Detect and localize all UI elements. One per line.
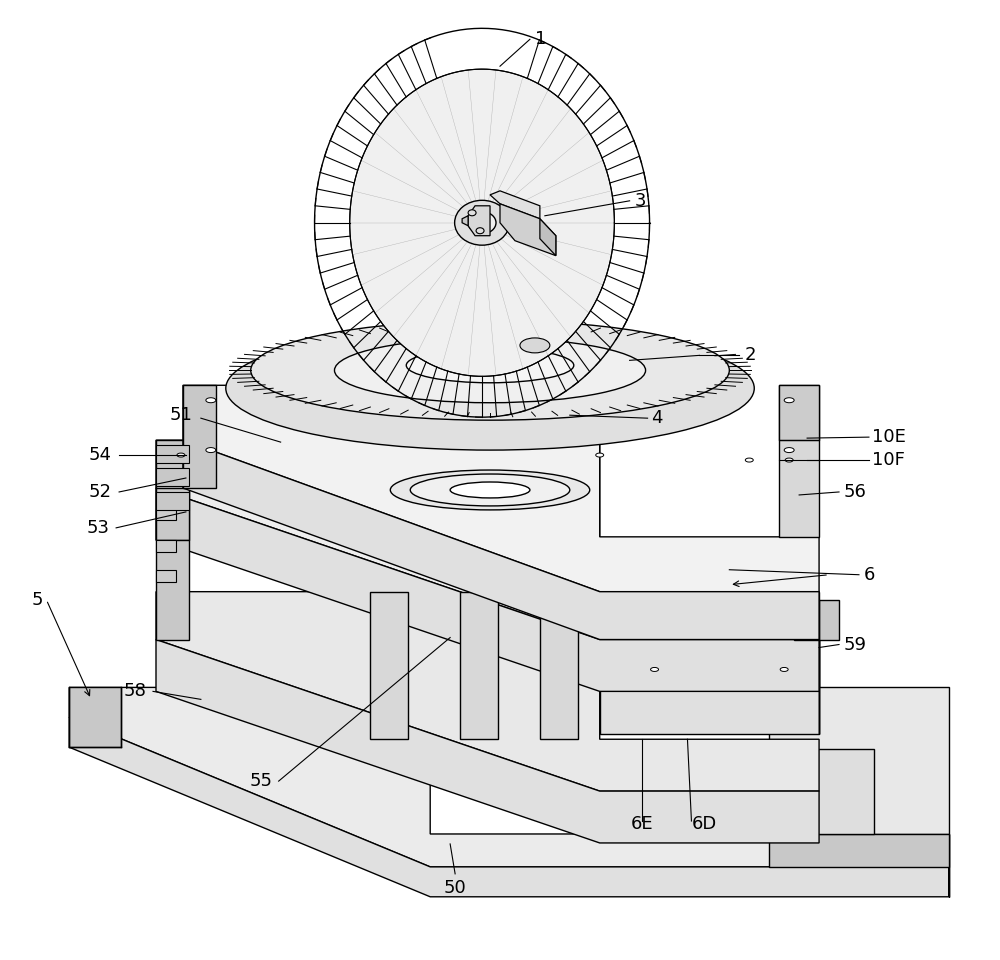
Polygon shape (600, 639, 819, 687)
Polygon shape (460, 591, 498, 739)
Polygon shape (769, 687, 949, 834)
Polygon shape (660, 560, 759, 600)
Polygon shape (156, 540, 189, 639)
Text: 55: 55 (250, 772, 273, 790)
Text: 54: 54 (88, 446, 111, 464)
Text: 59: 59 (844, 636, 867, 654)
Polygon shape (640, 639, 819, 687)
Polygon shape (540, 219, 556, 255)
Ellipse shape (475, 368, 505, 373)
Polygon shape (819, 600, 839, 639)
Ellipse shape (455, 201, 509, 245)
Ellipse shape (450, 482, 530, 498)
Text: 2: 2 (744, 347, 756, 365)
Polygon shape (156, 492, 189, 510)
Ellipse shape (476, 228, 484, 233)
Text: 51: 51 (170, 406, 193, 424)
Ellipse shape (410, 474, 570, 506)
Text: 1: 1 (535, 31, 546, 48)
Polygon shape (468, 205, 490, 236)
Text: 3: 3 (635, 192, 646, 210)
Text: 4: 4 (652, 409, 663, 427)
Ellipse shape (390, 470, 590, 510)
Polygon shape (540, 591, 578, 739)
Polygon shape (156, 540, 176, 552)
Text: 52: 52 (88, 483, 111, 501)
Polygon shape (640, 600, 819, 639)
Ellipse shape (596, 453, 604, 457)
Ellipse shape (784, 397, 794, 403)
Text: 6E: 6E (630, 815, 653, 833)
Ellipse shape (651, 667, 659, 671)
Text: 53: 53 (86, 518, 109, 537)
Polygon shape (183, 385, 216, 488)
Polygon shape (156, 440, 189, 540)
Ellipse shape (468, 210, 476, 216)
Polygon shape (779, 385, 819, 537)
Polygon shape (156, 440, 819, 639)
Text: 6D: 6D (691, 815, 717, 833)
Polygon shape (156, 445, 189, 463)
Ellipse shape (206, 447, 216, 452)
Polygon shape (156, 591, 819, 791)
Polygon shape (769, 749, 874, 834)
Polygon shape (600, 687, 819, 734)
Polygon shape (156, 488, 819, 691)
Polygon shape (183, 440, 819, 639)
Text: 50: 50 (444, 878, 467, 897)
Polygon shape (370, 591, 408, 739)
Ellipse shape (660, 588, 759, 611)
Ellipse shape (177, 453, 185, 457)
Ellipse shape (468, 212, 496, 233)
Polygon shape (769, 834, 949, 867)
Text: 5: 5 (32, 590, 43, 609)
Polygon shape (570, 639, 600, 734)
Polygon shape (779, 385, 819, 440)
Text: 10E: 10E (872, 428, 906, 446)
Polygon shape (183, 385, 819, 591)
Ellipse shape (251, 321, 729, 420)
Text: 56: 56 (844, 483, 867, 501)
Ellipse shape (226, 326, 754, 450)
Ellipse shape (745, 458, 753, 462)
Text: 58: 58 (123, 683, 146, 701)
Text: 10F: 10F (872, 451, 905, 469)
Ellipse shape (651, 615, 659, 619)
Ellipse shape (406, 348, 574, 383)
Ellipse shape (206, 397, 216, 403)
Ellipse shape (520, 338, 550, 353)
Polygon shape (156, 569, 176, 582)
Polygon shape (462, 216, 468, 226)
Ellipse shape (660, 549, 759, 571)
Polygon shape (500, 204, 556, 255)
Polygon shape (490, 191, 540, 219)
Polygon shape (156, 488, 189, 540)
Polygon shape (156, 639, 819, 843)
Polygon shape (69, 687, 949, 867)
Polygon shape (156, 468, 189, 486)
Ellipse shape (334, 338, 646, 403)
Ellipse shape (780, 615, 788, 619)
Polygon shape (794, 591, 819, 639)
Polygon shape (69, 717, 949, 897)
Polygon shape (156, 508, 176, 520)
Ellipse shape (784, 447, 794, 452)
Text: 6: 6 (864, 565, 875, 584)
Polygon shape (69, 687, 121, 747)
Ellipse shape (785, 458, 793, 462)
Ellipse shape (724, 397, 734, 403)
Ellipse shape (780, 667, 788, 671)
Polygon shape (350, 69, 614, 376)
